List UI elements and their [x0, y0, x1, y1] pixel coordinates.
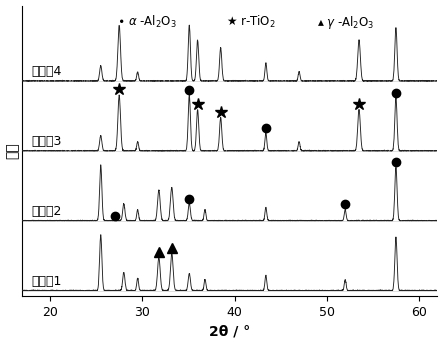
- Text: $\blacktriangle$ $\gamma$ -Al$_2$O$_3$: $\blacktriangle$ $\gamma$ -Al$_2$O$_3$: [317, 14, 375, 31]
- Y-axis label: 强度: 强度: [6, 142, 19, 159]
- Text: $\bullet$ $\alpha$ -Al$_2$O$_3$: $\bullet$ $\alpha$ -Al$_2$O$_3$: [117, 14, 177, 30]
- Text: 复合爅2: 复合爅2: [31, 205, 62, 218]
- Text: 复合爅3: 复合爅3: [31, 135, 62, 148]
- Text: 复合爅1: 复合爅1: [31, 275, 62, 288]
- Text: $\bigstar$ r-TiO$_2$: $\bigstar$ r-TiO$_2$: [226, 14, 276, 30]
- Text: 复合爅4: 复合爅4: [31, 65, 62, 78]
- X-axis label: 2θ / °: 2θ / °: [209, 324, 250, 338]
